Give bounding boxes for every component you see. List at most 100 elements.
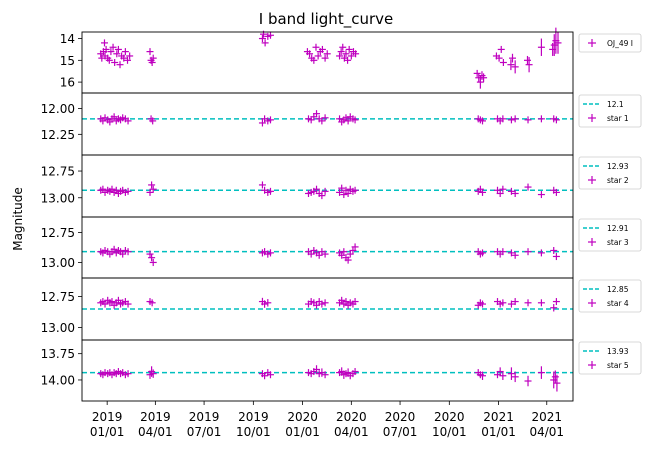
- data-point: [554, 32, 562, 54]
- x-tick-label: 2020 01/01: [285, 410, 320, 439]
- data-point: [344, 189, 352, 197]
- data-point: [149, 185, 157, 193]
- data-point: [346, 250, 354, 258]
- data-point: [507, 367, 515, 380]
- data-point: [114, 296, 122, 304]
- data-point: [111, 59, 119, 66]
- x-tick-label-line: 04/01: [334, 425, 369, 439]
- x-tick-label: 2020 04/01: [334, 410, 369, 439]
- data-point: [479, 371, 487, 380]
- data-point: [124, 248, 132, 256]
- data-point: [258, 35, 266, 43]
- data-point: [146, 250, 154, 258]
- data-point: [479, 300, 487, 308]
- data-point: [507, 249, 515, 257]
- data-point: [338, 296, 346, 304]
- data-point: [550, 34, 558, 56]
- data-point: [351, 368, 359, 376]
- data-point: [119, 250, 127, 258]
- legend: OJ_49 I: [578, 33, 642, 53]
- panel-3: 12.75 13.00 12.93 star 2: [41, 154, 642, 218]
- data-point: [261, 372, 269, 380]
- data-point: [537, 115, 545, 123]
- data-point: [148, 59, 156, 66]
- panel-frame: [81, 92, 574, 156]
- x-tick-label-line: 10/01: [432, 425, 467, 439]
- x-tick-label: 2019 07/01: [187, 410, 222, 439]
- data-point: [553, 374, 561, 392]
- y-tick-label: 13.00: [41, 191, 75, 205]
- data-point: [266, 249, 274, 257]
- data-point: [499, 59, 507, 66]
- data-point: [550, 246, 558, 254]
- legend: 13.93 star 5: [578, 341, 642, 375]
- x-tick-label-line: 2021: [483, 410, 514, 424]
- data-point: [507, 116, 515, 124]
- legend-box: [578, 94, 642, 128]
- x-tick-label: 2019 10/01: [236, 410, 271, 439]
- data-point: [149, 117, 157, 125]
- x-tick-label-line: 07/01: [187, 425, 222, 439]
- panel-5: 12.75 13.00 12.85 star 4: [41, 277, 642, 341]
- data-point: [148, 181, 156, 189]
- data-point: [258, 181, 266, 189]
- panels-group: 14 15 16 OJ_49 I 12.00 12.25 12.1 star 1 12.75 13…: [41, 27, 642, 402]
- legend-series-label: star 1: [607, 114, 629, 123]
- x-tick-label-line: 2020: [385, 410, 416, 424]
- data-point: [499, 185, 507, 193]
- data-point: [315, 251, 323, 259]
- x-tick-label-line: 2020: [336, 410, 367, 424]
- legend-series-label: star 5: [607, 361, 629, 370]
- data-point: [313, 365, 321, 374]
- y-tick-label: 12.00: [41, 102, 75, 116]
- data-point: [480, 73, 488, 83]
- data-point: [511, 189, 519, 197]
- data-point: [261, 39, 269, 47]
- data-point: [318, 368, 326, 377]
- data-point: [148, 254, 156, 262]
- x-tick-label-line: 2020: [287, 410, 318, 424]
- data-point: [550, 371, 558, 389]
- x-tick-label-line: 04/01: [138, 425, 173, 439]
- y-tick-label: 13.75: [41, 347, 75, 361]
- legend-box: [578, 279, 642, 313]
- data-point: [344, 256, 352, 264]
- data-point: [511, 371, 519, 383]
- data-point: [124, 56, 132, 64]
- data-point: [318, 117, 326, 125]
- data-point: [338, 184, 346, 192]
- panel-frame: [81, 216, 574, 279]
- panel-frame: [81, 154, 574, 218]
- data-point: [124, 187, 132, 195]
- data-point: [473, 69, 481, 77]
- data-point: [499, 299, 507, 307]
- data-point: [312, 43, 320, 51]
- data-point: [524, 248, 532, 256]
- data-point: [113, 50, 121, 58]
- data-point: [478, 71, 486, 80]
- data-point: [321, 299, 329, 307]
- data-point: [351, 298, 359, 306]
- data-point: [321, 54, 329, 62]
- data-point: [108, 298, 116, 306]
- data-point: [313, 185, 321, 193]
- x-tick-label: 2020 07/01: [383, 410, 418, 439]
- data-point: [345, 45, 353, 53]
- panel-1: 14 15 16 OJ_49 I: [60, 27, 642, 94]
- data-point: [342, 298, 350, 306]
- data-point: [511, 251, 519, 259]
- data-point: [336, 52, 344, 60]
- data-point: [552, 252, 560, 261]
- legend-reference-label: 12.93: [607, 162, 629, 171]
- data-point: [313, 301, 321, 309]
- x-tick-label: 2019 01/01: [90, 410, 125, 439]
- data-point: [321, 187, 329, 195]
- data-point: [347, 52, 355, 60]
- x-tick-label-line: 2019: [140, 410, 171, 424]
- x-tick-label: 2021 04/01: [529, 410, 564, 439]
- legend-box: [578, 218, 642, 252]
- legend-box: [578, 33, 642, 53]
- legend-reference-label: 13.93: [607, 347, 629, 356]
